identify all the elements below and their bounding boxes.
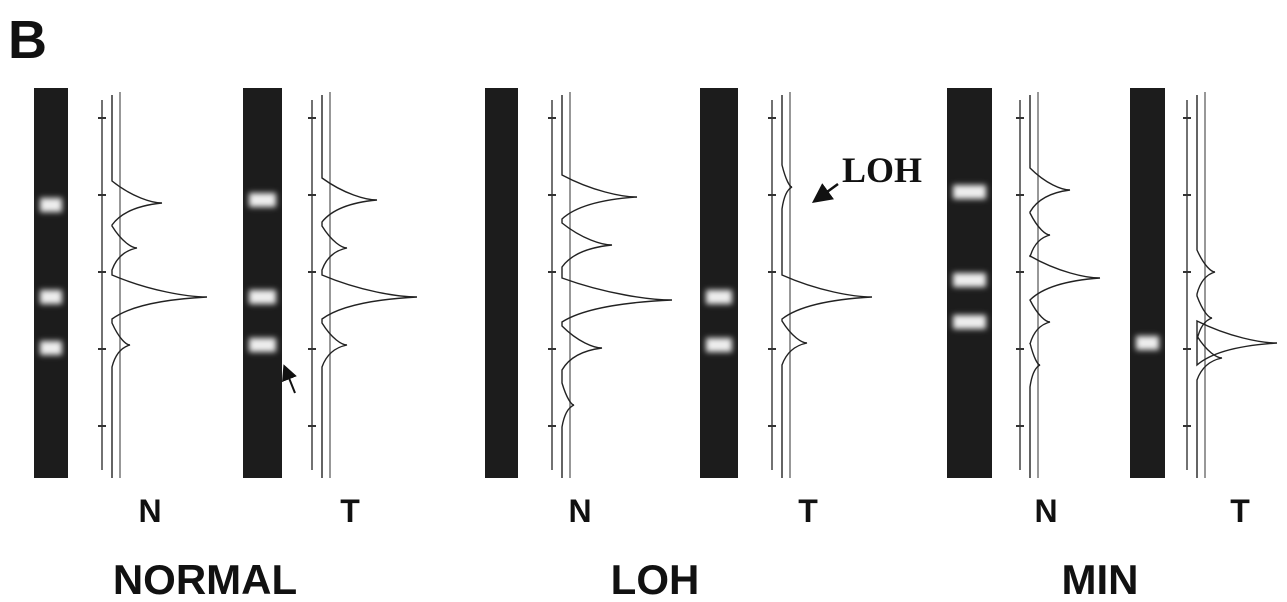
gel-band xyxy=(706,338,732,352)
group-title: LOH xyxy=(611,556,700,602)
lane-label: T xyxy=(1230,493,1250,529)
gel-band xyxy=(1136,336,1159,350)
annotation: LOH xyxy=(842,150,922,190)
trace xyxy=(1030,95,1100,478)
gel-band xyxy=(249,193,276,207)
gel-band xyxy=(249,338,276,352)
arrow xyxy=(816,184,838,200)
gel-lane xyxy=(1130,88,1165,478)
group-title: MIN xyxy=(1062,556,1139,602)
gel-band xyxy=(953,315,986,329)
lane-label: T xyxy=(340,493,360,529)
trace xyxy=(322,95,417,478)
trace xyxy=(112,95,207,478)
gel-band xyxy=(953,273,986,287)
gel-band xyxy=(706,290,732,304)
gel-band xyxy=(40,198,62,212)
lane-label: N xyxy=(138,493,161,529)
lane-label: N xyxy=(1034,493,1057,529)
gel-band xyxy=(249,290,276,304)
gel-band xyxy=(953,185,986,199)
gel-lane xyxy=(700,88,738,478)
lane-label: T xyxy=(798,493,818,529)
group-title: NORMAL xyxy=(113,556,297,602)
lane-label: N xyxy=(568,493,591,529)
gel-lane xyxy=(34,88,68,478)
gel-band xyxy=(40,290,62,304)
gel-band xyxy=(40,341,62,355)
arrow xyxy=(285,368,295,393)
trace xyxy=(562,95,672,478)
panel-label: B xyxy=(8,10,47,70)
gel-lane xyxy=(485,88,518,478)
gel-lane xyxy=(243,88,282,478)
figure: B NORMALNTLOHNTMINNT LOH xyxy=(0,0,1287,602)
trace xyxy=(1197,95,1277,478)
